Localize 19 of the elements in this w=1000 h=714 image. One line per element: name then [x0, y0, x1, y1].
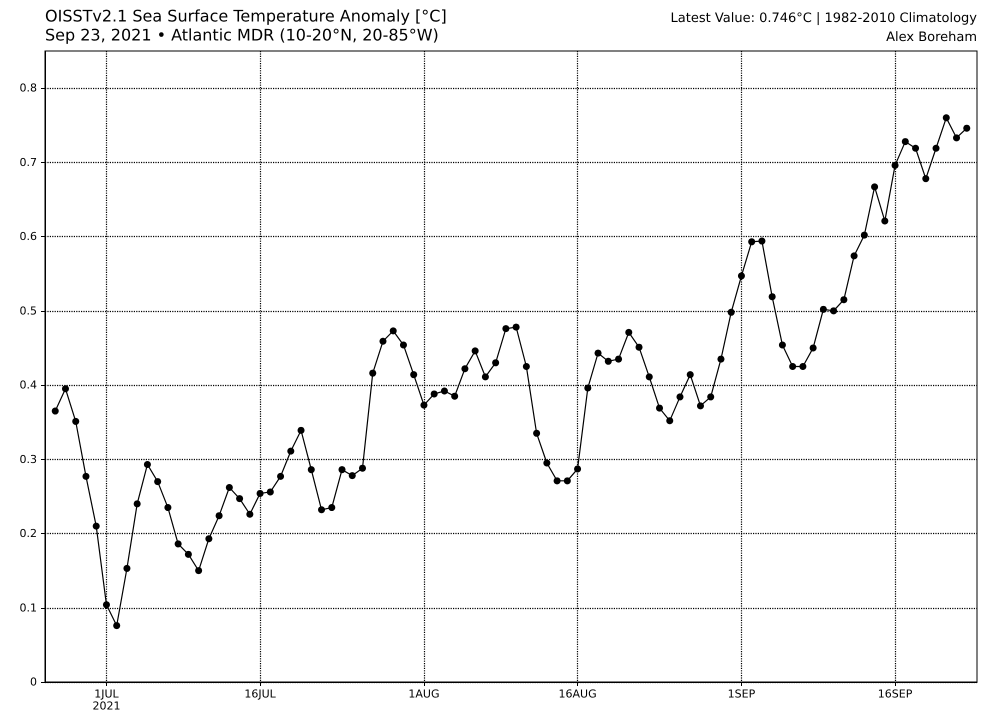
- x-tick-label: 1SEP: [728, 688, 756, 700]
- y-tick-label: 0.5: [20, 304, 37, 318]
- chart-subtitle: Sep 23, 2021 • Atlantic MDR (10-20°N, 20-85°W): [45, 26, 439, 44]
- x-tick-label: 1JUL 2021: [92, 688, 120, 712]
- x-tick-label: 16JUL: [244, 688, 277, 700]
- y-tick-label: 0.7: [20, 156, 37, 169]
- x-tick-label: 16AUG: [558, 688, 597, 700]
- y-tick-label: 0.2: [20, 527, 37, 540]
- y-tick-label: 0.8: [20, 82, 37, 95]
- y-tick-label: 0.3: [20, 452, 37, 466]
- y-tick-label: 0: [30, 676, 37, 688]
- chart-title: OISSTv2.1 Sea Surface Temperature Anomaly [°C]: [45, 6, 447, 26]
- x-tick-label: 16SEP: [878, 688, 913, 700]
- text: Alex Boreham: [886, 30, 978, 45]
- x-tick-label: 1AUG: [408, 688, 440, 700]
- y-tick-label: 0.4: [20, 378, 37, 392]
- text: Latest Value: 0.746°C | 1982-2010 Climatology: [670, 11, 978, 26]
- y-tick-label: 0.6: [20, 230, 37, 244]
- y-tick-label: 0.1: [20, 601, 37, 614]
